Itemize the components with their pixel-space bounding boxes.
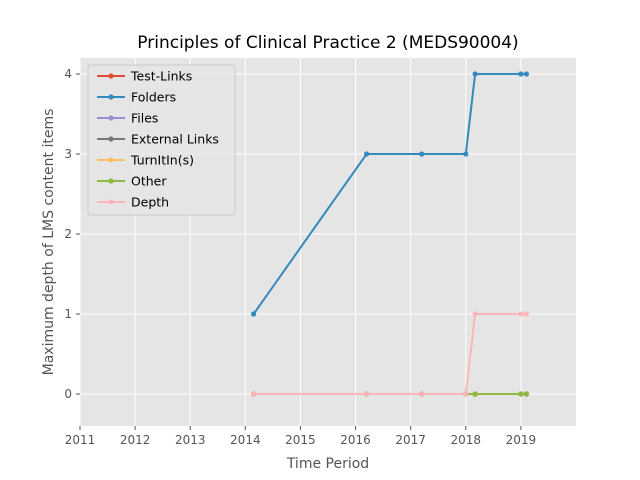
legend-label: Depth xyxy=(131,195,169,210)
data-point-depth xyxy=(523,311,530,317)
data-point-depth xyxy=(463,391,469,397)
data-point-depth xyxy=(363,391,370,397)
y-tick-label: 1 xyxy=(64,307,72,321)
legend-item: External Links xyxy=(97,132,219,147)
data-point-depth xyxy=(251,391,257,397)
data-point-other xyxy=(518,391,524,397)
legend-label: Test-Links xyxy=(130,69,192,84)
series-folders xyxy=(251,71,530,317)
legend-marker xyxy=(108,157,114,163)
y-tick-label: 0 xyxy=(64,387,72,401)
y-tick-label: 2 xyxy=(64,227,72,241)
x-tick-label: 2019 xyxy=(506,433,537,447)
x-tick-label: 2016 xyxy=(340,433,371,447)
legend-item: Test-Links xyxy=(97,69,192,84)
x-tick-label: 2011 xyxy=(65,433,96,447)
legend-item: TurnItIn(s) xyxy=(97,153,194,168)
y-tick-label: 3 xyxy=(64,147,72,161)
data-point-depth xyxy=(472,311,478,317)
x-tick-label: 2012 xyxy=(120,433,151,447)
x-axis-label: Time Period xyxy=(286,456,369,472)
legend-item: Other xyxy=(97,174,167,189)
legend-marker xyxy=(108,136,114,142)
data-point-depth xyxy=(419,391,425,397)
legend-label: Other xyxy=(131,174,167,189)
legend-item: Files xyxy=(97,111,158,126)
data-point-folders xyxy=(523,71,530,77)
chart-title: Principles of Clinical Practice 2 (MEDS9… xyxy=(137,33,518,53)
data-point-folders xyxy=(472,71,478,77)
legend-label: External Links xyxy=(131,132,219,147)
x-tick-label: 2017 xyxy=(395,433,426,447)
data-point-folders xyxy=(518,71,524,77)
legend-marker xyxy=(108,94,114,100)
legend-label: Folders xyxy=(131,90,176,105)
legend: Test-Links Folders Files External Links Turn… xyxy=(87,64,236,216)
legend-marker xyxy=(108,115,114,121)
legend-item: Depth xyxy=(97,195,169,210)
data-point-other xyxy=(523,391,530,397)
legend-label: TurnItIn(s) xyxy=(130,153,194,168)
legend-marker xyxy=(108,199,114,205)
x-tick-label: 2015 xyxy=(285,433,316,447)
data-point-folders xyxy=(251,311,257,317)
legend-label: Files xyxy=(131,111,158,126)
x-tick-label: 2014 xyxy=(230,433,261,447)
series-layer xyxy=(251,71,530,397)
legend-marker xyxy=(108,73,114,79)
legend-marker xyxy=(108,178,114,184)
series-depth xyxy=(251,311,530,397)
data-point-folders xyxy=(363,151,370,157)
data-point-depth xyxy=(518,311,524,317)
data-point-folders xyxy=(419,151,425,157)
x-tick-label: 2013 xyxy=(175,433,206,447)
data-point-folders xyxy=(463,151,469,157)
y-axis: 0 1 2 3 4 xyxy=(64,67,80,401)
y-tick-label: 4 xyxy=(64,67,72,81)
legend-box xyxy=(87,64,236,216)
x-axis: 2011 2012 2013 2014 2015 2016 2017 2018 2019 xyxy=(65,426,536,447)
data-point-other xyxy=(472,391,478,397)
x-tick-label: 2018 xyxy=(451,433,482,447)
y-axis-label: Maximum depth of LMS content items xyxy=(41,109,57,376)
legend-item: Folders xyxy=(97,90,176,105)
